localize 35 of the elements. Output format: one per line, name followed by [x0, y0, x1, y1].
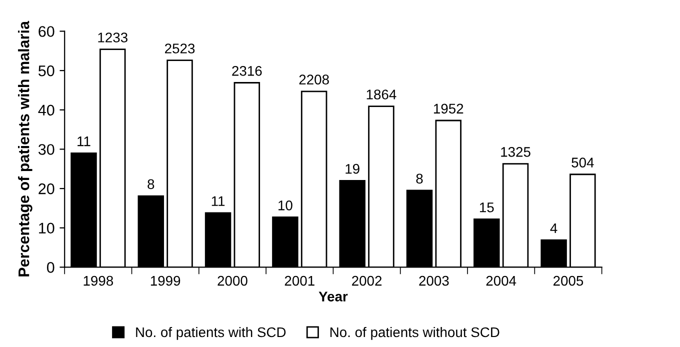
legend-label: No. of patients without SCD — [330, 326, 500, 340]
annotation: 10 — [278, 200, 292, 210]
y-tick-label: 0 — [46, 262, 54, 273]
annotation: 19 — [346, 164, 360, 174]
x-tick-label: 1999 — [150, 276, 180, 286]
x-tick-label: 2001 — [284, 276, 314, 286]
annotation: 2316 — [232, 66, 262, 76]
y-tick-label: 20 — [38, 183, 54, 194]
annotation: 1864 — [366, 90, 396, 100]
annotation: 15 — [480, 202, 494, 212]
x-tick-label: 2002 — [352, 276, 382, 286]
annotation: 11 — [212, 196, 225, 206]
annotation: 2523 — [165, 44, 195, 54]
y-tick-label: 60 — [38, 26, 54, 37]
x-tick-label: 2003 — [419, 276, 449, 286]
y-tick-label: 50 — [38, 65, 54, 76]
x-tick-label: 2004 — [486, 276, 516, 286]
x-tick-label: 2005 — [553, 276, 584, 286]
x-tick-label: 2000 — [218, 276, 248, 286]
annotation: 1233 — [98, 32, 128, 42]
annotation: 8 — [416, 174, 423, 184]
x-tick-label: 1998 — [84, 276, 114, 286]
annotation: 504 — [572, 158, 594, 168]
annotation: 2208 — [299, 74, 329, 84]
y-tick-label: 40 — [38, 104, 54, 116]
annotation: 4 — [550, 223, 558, 234]
annotation: 8 — [148, 179, 154, 190]
y-tick-label: 30 — [38, 144, 54, 155]
annotation: 11 — [78, 136, 90, 146]
annotation: 1325 — [501, 147, 530, 157]
legend-label: No. of patients with SCD — [136, 326, 286, 340]
x-axis-title: Year — [318, 292, 348, 302]
y-axis-title: Percentage of patients with malaria — [18, 20, 32, 276]
annotation: 1952 — [434, 104, 464, 114]
y-tick-label: 10 — [39, 222, 54, 234]
